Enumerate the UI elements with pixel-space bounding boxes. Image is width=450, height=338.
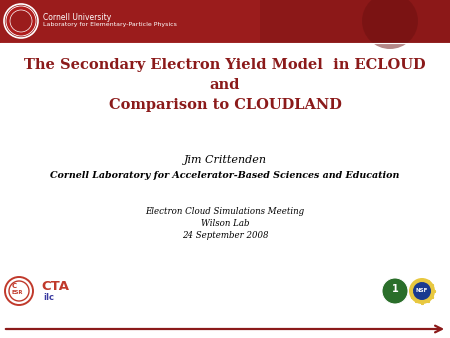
Circle shape — [362, 0, 418, 49]
Text: Comparison to CLOUDLAND: Comparison to CLOUDLAND — [108, 98, 342, 112]
Text: 24 September 2008: 24 September 2008 — [182, 231, 268, 240]
Text: Laboratory for Elementary-Particle Physics: Laboratory for Elementary-Particle Physi… — [43, 22, 177, 27]
Text: and: and — [210, 78, 240, 92]
Text: The Secondary Electron Yield Model  in ECLOUD: The Secondary Electron Yield Model in EC… — [24, 58, 426, 72]
Bar — [260, 0, 450, 43]
Text: ilc: ilc — [43, 293, 54, 303]
Text: Wilson Lab: Wilson Lab — [201, 219, 249, 228]
Bar — [0, 0, 450, 43]
Text: NSF: NSF — [416, 289, 428, 293]
Text: ESR: ESR — [11, 290, 23, 294]
Circle shape — [413, 282, 431, 300]
Circle shape — [10, 10, 32, 32]
Text: Jim Crittenden: Jim Crittenden — [184, 155, 266, 165]
Circle shape — [382, 278, 408, 304]
Text: Electron Cloud Simulations Meeting: Electron Cloud Simulations Meeting — [145, 207, 305, 216]
Circle shape — [6, 6, 36, 36]
Text: C: C — [11, 283, 17, 289]
Text: Cornell University: Cornell University — [43, 13, 111, 22]
Text: 1: 1 — [392, 284, 398, 294]
Text: CTA: CTA — [41, 280, 69, 292]
Circle shape — [409, 278, 435, 304]
Text: Cornell Laboratory for Accelerator-Based Sciences and Education: Cornell Laboratory for Accelerator-Based… — [50, 171, 400, 180]
